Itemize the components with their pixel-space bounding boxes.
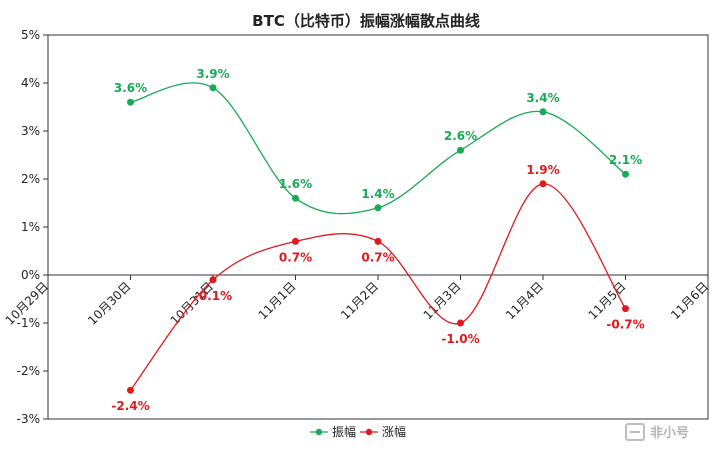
legend-label: 振幅 [332,424,356,439]
y-tick-label: 0% [21,268,40,282]
data-point[interactable] [374,237,382,245]
data-label: 0.7% [279,250,312,264]
legend-marker [315,428,323,436]
data-point[interactable] [209,276,217,284]
legend-item[interactable]: 涨幅 [360,424,406,439]
data-label: -0.1% [194,289,232,303]
series-change: -2.4% -0.1% 0.7% 0.7% -1.0% 1.9% -0.7% [111,163,644,413]
series-amplitude: 3.6% 3.9% 1.6% 1.4% 2.6% 3.4% 2.1% [114,67,642,215]
data-point[interactable] [127,98,134,106]
watermark-text: 非小号 [650,425,689,441]
y-tick-label: -2% [17,364,40,378]
data-label: -0.7% [606,318,644,332]
data-point[interactable] [539,108,547,116]
data-point[interactable] [292,194,299,202]
data-label: -1.0% [441,332,479,346]
data-label: 1.6% [279,177,312,191]
y-tick-label: 4% [21,76,40,90]
data-point[interactable] [622,170,629,178]
y-tick-label: 1% [21,220,40,234]
data-point[interactable] [457,146,464,154]
data-label: 2.6% [444,129,477,143]
data-label: 3.4% [526,91,559,105]
data-point[interactable] [209,84,217,92]
data-label: 3.6% [114,81,147,95]
data-label: 0.7% [361,250,394,264]
data-point[interactable] [292,237,299,245]
data-label: -2.4% [111,399,149,413]
legend-label: 涨幅 [382,424,406,439]
legend-marker [365,428,373,436]
y-tick-label: 5% [21,28,40,42]
y-tick-label: -1% [17,316,40,330]
data-label: 1.9% [526,163,559,177]
data-point[interactable] [622,305,629,313]
data-point[interactable] [539,180,547,188]
watermark-logo [625,423,645,441]
data-point[interactable] [457,319,464,327]
data-label: 1.4% [361,187,394,201]
data-label: 3.9% [196,67,229,81]
y-tick-label: -3% [17,412,40,426]
legend-item[interactable]: 振幅 [310,424,356,439]
y-tick-label: 2% [21,172,40,186]
chart-title: BTC（比特币）振幅涨幅散点曲线 [252,12,480,30]
y-axis: -3% -2% -1% 0% 1% 2% 3% 4% 5% [17,28,48,426]
y-tick-label: 3% [21,124,40,138]
series-layer: 3.6% 3.9% 1.6% 1.4% 2.6% 3.4% 2.1% -2.4% -0.1% 0.… [111,67,644,413]
data-point[interactable] [127,386,134,394]
data-point[interactable] [374,204,382,212]
data-label: 2.1% [609,153,642,167]
legend[interactable]: 振幅 涨幅 [310,424,406,439]
